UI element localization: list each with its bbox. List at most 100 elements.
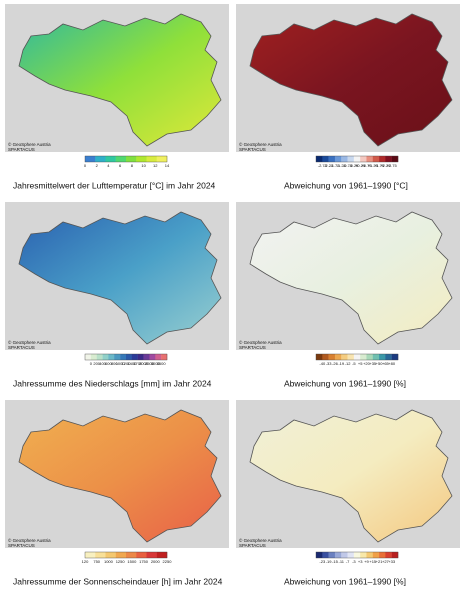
colorbar-tick-label: +0.75 [361, 163, 372, 168]
colorbar-tick-label: 1400 [127, 361, 137, 366]
credit: © GeoSphere Austria [239, 141, 282, 147]
caption: Jahressumme des Niederschlags [mm] im Ja… [13, 378, 212, 388]
colorbar-tick-label: -7 [346, 559, 350, 564]
colorbar-tick-label: 3500 [157, 361, 167, 366]
colorbar-segment [155, 354, 162, 360]
colorbar-frame [84, 551, 168, 559]
colorbar-tick-label: -33 [326, 361, 333, 366]
colorbar-frame [84, 155, 168, 163]
colorbar-tick-label: +0.25 [355, 163, 366, 168]
region-shape [249, 211, 453, 345]
colorbar-tick-label: +21 [376, 559, 384, 564]
colorbar-segment [115, 552, 127, 558]
colorbar-tick-label: 12 [153, 163, 158, 168]
colorbar-segment [360, 354, 367, 360]
colorbar-segment [360, 552, 367, 558]
colorbar-segment [341, 354, 348, 360]
colorbar-segment [391, 552, 399, 558]
colorbar-segment [353, 552, 361, 558]
colorbar-tick-label: -19 [338, 361, 345, 366]
colorbar-tick-label: -12 [345, 361, 352, 366]
caption: Jahressumme der Sonnenscheindauer [h] im… [13, 576, 223, 586]
colorbar-segment [347, 156, 355, 162]
source: SPARTACUS [239, 147, 266, 152]
colorbar-segment [105, 552, 116, 558]
colorbar-segment [391, 354, 399, 360]
source: SPARTACUS [239, 345, 266, 350]
region-shape [249, 409, 453, 543]
colorbar-segment [115, 156, 127, 162]
colorbar-tick-label: +20 [363, 361, 371, 366]
colorbar-tick-label: 6 [119, 163, 122, 168]
colorbar-tick-label: 1500 [127, 559, 137, 564]
colorbar-segment [96, 354, 103, 360]
colorbar-segment [95, 156, 106, 162]
colorbar-tick-label: -0.25 [349, 163, 359, 168]
colorbar-segment [334, 156, 342, 162]
source: SPARTACUS [8, 345, 35, 350]
colorbar-segment [328, 354, 336, 360]
colorbar-segment [146, 156, 157, 162]
colorbar-segment [126, 552, 137, 558]
colorbar-segment [120, 354, 127, 360]
colorbar-segment [316, 156, 323, 162]
colorbar-segment [146, 552, 157, 558]
colorbar-segment [149, 354, 156, 360]
colorbar-tick-label: 1250 [116, 559, 126, 564]
colorbar-tick-label: -1.25 [337, 163, 347, 168]
colorbar-segment [385, 354, 392, 360]
credit: © GeoSphere Austria [239, 537, 282, 543]
colorbar-tick-label: 2 [96, 163, 99, 168]
colorbar-segment [161, 354, 168, 360]
colorbar-segment [328, 156, 336, 162]
colorbar-segment [136, 156, 147, 162]
colorbar-segment [353, 354, 361, 360]
colorbar-segment [90, 354, 97, 360]
colorbar-segment [366, 156, 373, 162]
colorbar-tick-label: 8 [131, 163, 134, 168]
colorbar-tick-label: -1.75 [330, 163, 340, 168]
colorbar-tick-label: 1200 [122, 361, 132, 366]
colorbar-tick-label: -23 [319, 559, 326, 564]
colorbar-segment [156, 552, 168, 558]
colorbar-segment [391, 156, 399, 162]
colorbar-segment [372, 156, 380, 162]
colorbar-segment [341, 552, 348, 558]
colorbar-segment [95, 552, 106, 558]
colorbar-tick-label: -0.75 [343, 163, 353, 168]
colorbar-tick-label: 0 [90, 361, 93, 366]
colorbar-tick-label: 600 [105, 361, 112, 366]
colorbar-tick-label: -11 [338, 559, 344, 564]
colorbar-tick-label: +35 [369, 361, 377, 366]
colorbar-tick-label: +65 [382, 361, 390, 366]
colorbar-segment [372, 552, 380, 558]
caption: Abweichung von 1961–1990 [%] [284, 576, 406, 586]
colorbar-segment [316, 354, 323, 360]
region-shape [18, 409, 222, 543]
colorbar-tick-label: +27 [382, 559, 390, 564]
region-shape [18, 13, 222, 147]
colorbar-tick-label: 2000 [139, 361, 149, 366]
colorbar-tick-label: +50 [376, 361, 384, 366]
source: SPARTACUS [8, 147, 35, 152]
colorbar-segment [366, 552, 373, 558]
colorbar-segment [143, 354, 150, 360]
colorbar-tick-label: 400 [99, 361, 106, 366]
colorbar-segment [136, 552, 147, 558]
colorbar-segment [360, 156, 367, 162]
colorbar-tick-label: 4 [107, 163, 110, 168]
colorbar-segment [341, 156, 348, 162]
colorbar-tick-label: 2500 [145, 361, 155, 366]
colorbar-segment [316, 552, 323, 558]
region-shape [249, 13, 453, 147]
colorbar-segment [126, 354, 133, 360]
colorbar-tick-label: 750 [93, 559, 100, 564]
region-shape [18, 211, 222, 345]
colorbar-tick-label: 14 [165, 163, 170, 168]
colorbar-tick-label: 800 [111, 361, 118, 366]
colorbar-tick-label: -2.75 [318, 163, 328, 168]
colorbar-tick-label: 1000 [116, 361, 126, 366]
